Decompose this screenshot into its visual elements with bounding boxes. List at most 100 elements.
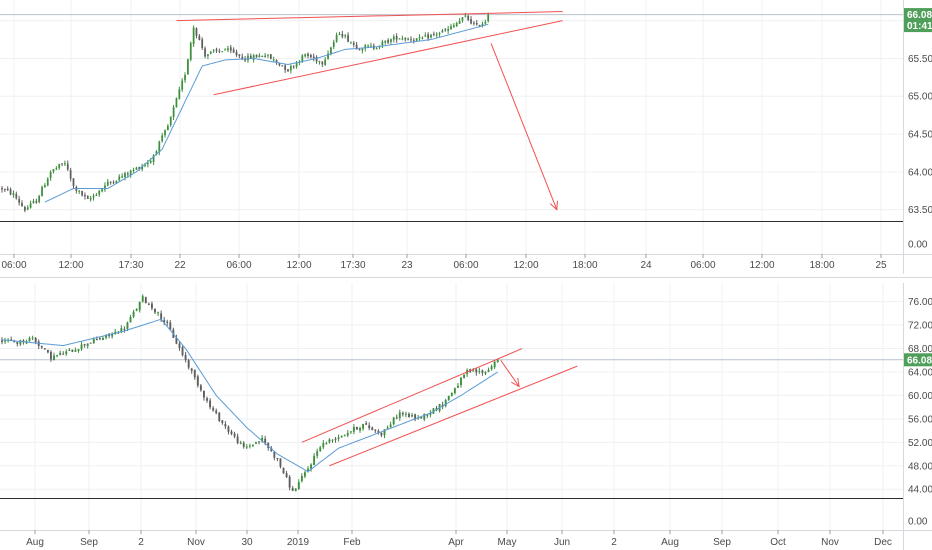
- x-tick-label: 12:00: [286, 260, 311, 271]
- x-tick-label: 18:00: [572, 260, 597, 271]
- trendline[interactable]: [213, 20, 563, 96]
- candle-body: [227, 426, 230, 432]
- candle-body: [147, 303, 150, 305]
- candle-body: [65, 351, 68, 355]
- forecast-arrow-line[interactable]: [490, 43, 558, 210]
- x-tick-label: 30: [241, 537, 253, 548]
- candle-body: [135, 167, 138, 170]
- candle-body: [4, 340, 7, 342]
- candle-body: [361, 48, 364, 51]
- candle-body: [152, 155, 155, 162]
- candle-body: [55, 168, 58, 170]
- candle-body: [313, 455, 316, 466]
- candle-body: [64, 163, 66, 165]
- x-tick-label: Nov: [187, 537, 205, 548]
- candle-body: [218, 50, 221, 52]
- candle-body: [19, 340, 22, 345]
- candle-body: [365, 423, 368, 425]
- candle-body: [276, 457, 279, 459]
- candle-body: [475, 22, 478, 25]
- candle-body: [21, 202, 23, 207]
- trendline[interactable]: [176, 11, 563, 22]
- candle-body: [80, 344, 83, 350]
- candle-body: [109, 181, 112, 183]
- last-price-badge: [904, 353, 932, 367]
- candle-body: [322, 443, 325, 448]
- candle-body: [252, 55, 255, 60]
- x-tick-label: 12:00: [58, 260, 83, 271]
- candle-body: [455, 23, 458, 26]
- candle-body: [330, 47, 332, 55]
- candle-body: [415, 38, 418, 41]
- candle-body: [356, 426, 358, 430]
- candle-body: [377, 430, 380, 434]
- candle-body: [418, 37, 421, 39]
- candle-body: [9, 189, 12, 195]
- candle-body: [423, 413, 426, 420]
- candle-body: [292, 66, 295, 68]
- candle-body: [52, 169, 55, 172]
- candle-body: [450, 26, 452, 30]
- candle-body: [384, 40, 387, 43]
- candle-body: [224, 49, 226, 51]
- candle-body: [321, 61, 324, 65]
- candle-body: [362, 423, 365, 429]
- candle-body: [338, 33, 341, 35]
- candle-body: [126, 322, 129, 329]
- trendline[interactable]: [329, 365, 578, 467]
- candle-body: [138, 167, 141, 170]
- candle-body: [56, 354, 59, 356]
- candle-body: [238, 54, 241, 57]
- candle-body: [120, 328, 123, 333]
- candle-body: [493, 361, 496, 368]
- candle-body: [212, 50, 215, 52]
- candle-body: [169, 116, 172, 125]
- candle-body: [1, 188, 3, 190]
- x-tick-label: Feb: [343, 537, 361, 548]
- x-tick-label: Apr: [448, 537, 464, 548]
- candle-body: [470, 19, 472, 24]
- candle-body: [444, 29, 447, 31]
- y-tick-label: 60.00: [908, 391, 932, 402]
- candle-body: [381, 41, 384, 46]
- candle-body: [111, 333, 114, 337]
- candle-body: [424, 35, 427, 37]
- candle-body: [368, 425, 371, 429]
- candle-body: [86, 196, 89, 199]
- y-tick-label: 64.50: [908, 130, 932, 141]
- candle-body: [187, 360, 190, 368]
- candle-body: [358, 49, 361, 51]
- candle-body: [301, 55, 304, 62]
- candle-body: [146, 163, 149, 165]
- candle-body: [426, 414, 429, 416]
- forecast-arrow-line[interactable]: [500, 359, 520, 387]
- candle-body: [38, 196, 41, 203]
- trendline[interactable]: [301, 348, 523, 443]
- chart-panel-intraday[interactable]: 66.0065.5065.0064.5064.0063.500.0006:001…: [0, 0, 932, 274]
- candle-body: [189, 43, 192, 60]
- x-tick-label: 06:00: [226, 260, 251, 271]
- candle-body: [28, 338, 31, 342]
- candle-body: [478, 370, 481, 372]
- candle-body: [175, 337, 178, 344]
- candle-body: [50, 351, 52, 360]
- candle-body: [267, 54, 269, 56]
- candle-body: [289, 65, 292, 71]
- candle-body: [349, 431, 352, 433]
- candle-body: [233, 433, 236, 437]
- candle-body: [375, 48, 378, 50]
- chart-panel-daily[interactable]: 76.00 72.00 68.00 64.00 60.00 56.00 52.00 48.00…: [0, 283, 932, 550]
- candle-body: [258, 441, 260, 443]
- candle-body: [395, 36, 398, 40]
- candle-body: [331, 439, 334, 441]
- candle-body: [315, 57, 318, 62]
- candle-body: [284, 65, 287, 70]
- candle-body: [215, 410, 218, 414]
- x-tick-label: Oct: [770, 537, 786, 548]
- candle-body: [411, 414, 413, 417]
- candle-body: [352, 427, 355, 432]
- candle-body: [247, 55, 249, 61]
- candle-body: [242, 442, 245, 447]
- candle-body: [105, 334, 107, 338]
